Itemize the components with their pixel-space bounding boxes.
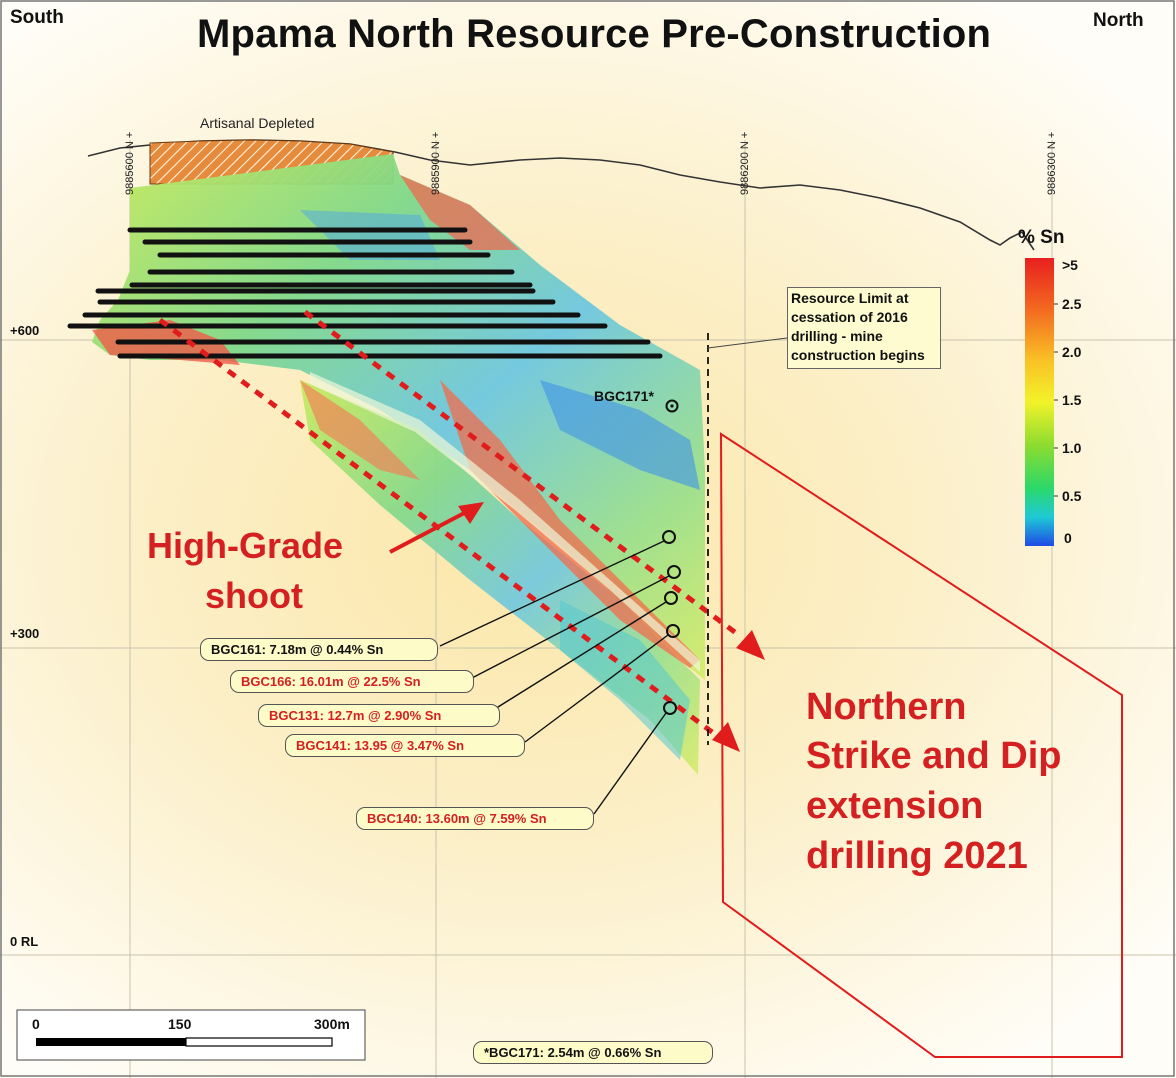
- extension-label: extension: [806, 785, 984, 827]
- northing-label: 9886200 N +: [739, 131, 751, 195]
- shoot-trend-arrows: [158, 309, 742, 741]
- legend-tick-label: 0.5: [1062, 488, 1082, 504]
- extension-label: Northern: [806, 686, 967, 728]
- extension-drilling-outline: [719, 432, 1123, 1058]
- intercept-callout-bgc161: BGC161: 7.18m @ 0.44% Sn: [200, 638, 438, 661]
- legend-tick-label: >5: [1062, 257, 1078, 273]
- legend-tick-marks: [1054, 303, 1058, 497]
- artisanal-label: Artisanal Depleted: [200, 115, 315, 131]
- high-grade-label: shoot: [205, 575, 303, 616]
- direction-north: North: [1093, 10, 1144, 31]
- extension-label: drilling 2021: [806, 835, 1028, 877]
- scale-bar-box: [16, 1009, 366, 1061]
- legend-tick-label: 2.0: [1062, 344, 1082, 360]
- historic-drill-traces: [67, 227, 663, 359]
- intercept-callout-bgc140: BGC140: 13.60m @ 7.59% Sn: [356, 807, 594, 830]
- high-grade-label: High-Grade: [147, 525, 344, 566]
- high-grade-arrowhead: [458, 502, 484, 524]
- legend-tick-label: 2.5: [1062, 296, 1082, 312]
- legend-title: % Sn: [1018, 227, 1065, 248]
- legend-tick-label: 0: [1064, 530, 1072, 546]
- elevation-label: +600: [10, 323, 40, 338]
- page-title: Mpama North Resource Pre-Construction: [197, 12, 992, 56]
- intercept-callout-bgc131: BGC131: 12.7m @ 2.90% Sn: [258, 704, 500, 727]
- northing-label: 9885600 N +: [124, 131, 136, 195]
- elevation-label: 0 RL: [10, 934, 39, 949]
- direction-south: South: [10, 7, 64, 28]
- scale-bar-black: [36, 1038, 186, 1046]
- resource-limit-note: Resource Limit at cessation of 2016 dril…: [787, 287, 941, 369]
- intercept-callout-bgc141: BGC141: 13.95 @ 3.47% Sn: [285, 734, 525, 757]
- resource-limit-leader: [707, 337, 788, 349]
- extension-label: Strike and Dip: [806, 735, 1062, 777]
- legend-tick-label: 1.0: [1062, 440, 1082, 456]
- elevation-label: +300: [10, 626, 40, 641]
- scale-tick-label: 150: [168, 1016, 192, 1032]
- scale-bar-white: [185, 1037, 333, 1047]
- northing-label: 9886300 N +: [1046, 131, 1058, 195]
- high-grade-arrow: [389, 508, 471, 554]
- northing-label: 9885900 N +: [430, 131, 442, 195]
- intercept-leaders: [439, 540, 670, 815]
- legend-tick-label: 1.5: [1062, 392, 1082, 408]
- shoot-arrowheads: [712, 630, 765, 752]
- footnote-callout-bgc171: *BGC171: 2.54m @ 0.66% Sn: [473, 1041, 713, 1064]
- intercept-callout-bgc166: BGC166: 16.01m @ 22.5% Sn: [230, 670, 474, 693]
- bgc171-marker-label: BGC171*: [594, 388, 654, 404]
- scale-tick-label: 300m: [314, 1016, 350, 1032]
- legend-colour-bar: [1025, 258, 1054, 546]
- scale-tick-label: 0: [32, 1016, 40, 1032]
- intercept-markers: [662, 399, 681, 715]
